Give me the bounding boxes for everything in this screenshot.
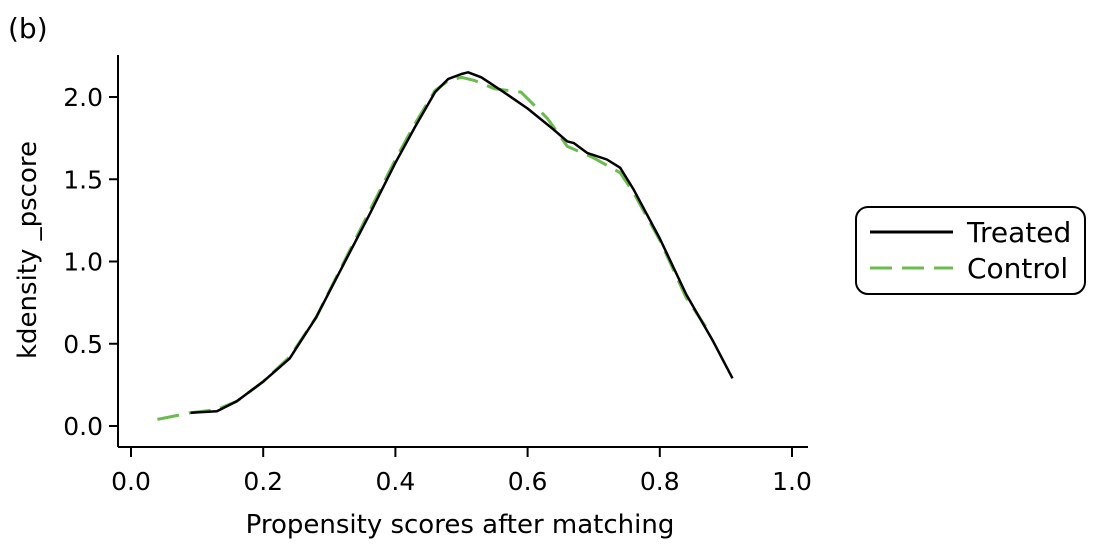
y-tick-label: 1.0 xyxy=(63,248,103,277)
legend-box xyxy=(855,206,1086,295)
x-tick-label: 0.2 xyxy=(243,467,283,496)
legend-label-control: Control xyxy=(967,252,1068,285)
y-ticks: 0.0 0.5 1.0 1.5 2.0 xyxy=(63,83,118,441)
x-tick-label: 0.8 xyxy=(640,467,680,496)
y-tick-label: 0.0 xyxy=(63,412,103,441)
x-tick-label: 0.0 xyxy=(111,467,151,496)
panel-label: (b) xyxy=(8,12,48,45)
series-line-control xyxy=(157,75,708,421)
legend-label-treated: Treated xyxy=(966,216,1071,249)
y-axis-title: kdensity _pscore xyxy=(13,141,43,359)
x-tick-label: 0.6 xyxy=(508,467,548,496)
x-ticks: 0.0 0.2 0.4 0.6 0.8 1.0 xyxy=(111,447,812,496)
y-tick-label: 0.5 xyxy=(63,330,103,359)
legend: Treated Control xyxy=(855,206,1086,295)
series-line-treated xyxy=(190,71,734,415)
x-tick-label: 0.4 xyxy=(376,467,416,496)
x-tick-label: 1.0 xyxy=(772,467,812,496)
plot-area xyxy=(157,71,734,421)
x-axis-title: Propensity scores after matching xyxy=(246,510,675,540)
y-tick-label: 2.0 xyxy=(63,83,103,112)
y-tick-label: 1.5 xyxy=(63,165,103,194)
